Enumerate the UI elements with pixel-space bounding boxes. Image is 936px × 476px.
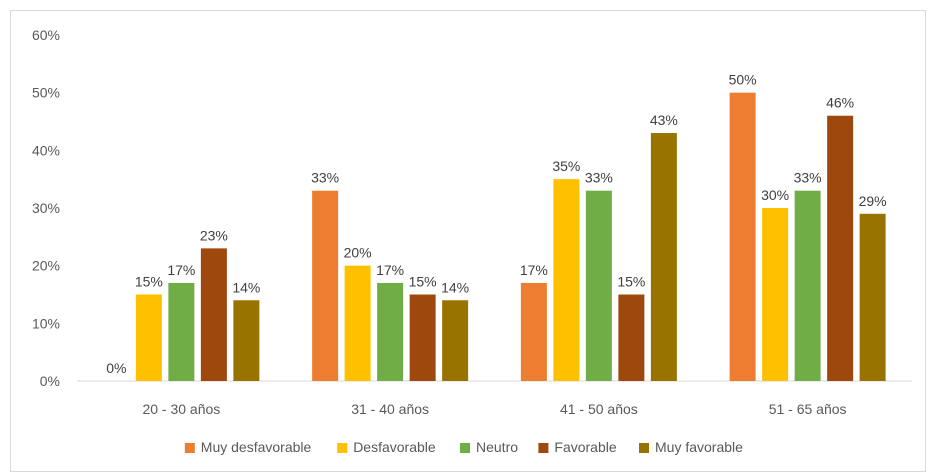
bar [409, 294, 436, 381]
legend-label: Desfavorable [353, 439, 436, 455]
bar-value-label: 15% [617, 274, 645, 290]
legend-swatch [639, 443, 649, 453]
bar [650, 133, 677, 381]
bar-value-label: 33% [311, 170, 339, 186]
bars [135, 92, 886, 382]
bar [312, 190, 339, 381]
bar-value-label: 43% [650, 112, 678, 128]
bar [520, 282, 547, 381]
legend-swatch [337, 443, 348, 453]
x-tick-label: 51 - 65 años [769, 401, 847, 417]
bar-value-label: 15% [135, 274, 163, 290]
bar [135, 294, 162, 381]
legend-label: Favorable [554, 439, 616, 455]
bar-value-label: 20% [344, 245, 372, 261]
x-tick-label: 31 - 40 años [351, 401, 429, 417]
legend-label: Muy favorable [655, 439, 743, 455]
bar [200, 248, 227, 381]
bar [442, 300, 469, 381]
x-tick-label: 20 - 30 años [142, 401, 220, 417]
bar-value-label: 14% [232, 279, 260, 295]
y-tick-label: 40% [32, 142, 60, 158]
bar [377, 282, 404, 381]
bar-value-label: 17% [520, 262, 548, 278]
bar-value-label: 33% [794, 170, 822, 186]
legend-item: Neutro [460, 439, 518, 455]
bar-value-label: 23% [200, 227, 228, 243]
bar [233, 300, 260, 381]
y-tick-label: 50% [32, 85, 60, 101]
bar [618, 294, 645, 381]
bar-value-label: 29% [859, 193, 887, 209]
bar [585, 190, 612, 381]
bar [762, 208, 789, 381]
bar [859, 213, 886, 381]
bar-value-label: 30% [761, 187, 789, 203]
y-tick-label: 60% [32, 27, 60, 43]
y-tick-label: 30% [32, 200, 60, 216]
bar-value-label: 33% [585, 170, 613, 186]
y-tick-label: 10% [32, 315, 60, 331]
legend-item: Muy favorable [639, 439, 743, 455]
bar [344, 265, 371, 381]
legend-swatch [538, 443, 549, 453]
legend-item: Desfavorable [337, 439, 436, 455]
bar [168, 282, 195, 381]
bar-value-label: 46% [826, 95, 854, 111]
legend-item: Muy desfavorable [184, 439, 312, 455]
bar [827, 115, 854, 381]
legend-label: Neutro [476, 439, 518, 455]
x-axis: 20 - 30 años 31 - 40 años 41 - 50 años 51 -… [142, 401, 846, 417]
legend: Muy desfavorable Desfavorable Neutro Favora… [184, 439, 743, 455]
y-tick-label: 0% [40, 373, 60, 389]
legend-label: Muy desfavorable [201, 439, 312, 455]
data-labels: 0%15%17%23%14%33%20%17%15% 14%17%35%33%15… [106, 72, 886, 376]
bar-value-label: 15% [409, 274, 437, 290]
bar-value-label: 17% [376, 262, 404, 278]
bar-value-label: 35% [552, 158, 580, 174]
legend-swatch [184, 443, 195, 453]
legend-swatch [460, 443, 470, 453]
bar-value-label: 14% [441, 279, 469, 295]
bar-value-label: 50% [729, 72, 757, 88]
bar-value-label: 0% [106, 360, 126, 376]
bar [553, 179, 580, 381]
legend-item: Favorable [538, 439, 617, 455]
y-tick-label: 20% [32, 258, 60, 274]
bar [729, 92, 756, 382]
x-tick-label: 41 - 50 años [560, 401, 638, 417]
bar-value-label: 17% [167, 262, 195, 278]
bar [794, 190, 821, 381]
y-axis: 0% 10% 20% 30% 40% 50% 60% [32, 27, 60, 389]
